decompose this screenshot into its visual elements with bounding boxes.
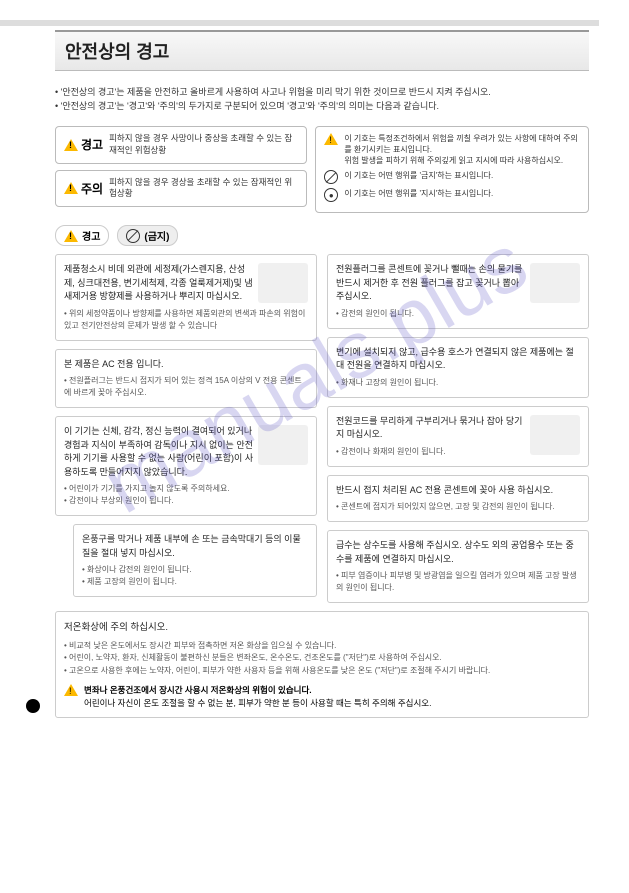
warning-box: 본 제품은 AC 전용 입니다. 전원플러그는 반드시 접지가 되어 있는 정격… xyxy=(55,349,317,409)
caution-definition: 주의 피하지 않을 경우 경상을 초래할 수 있는 잠재적인 위험상황 xyxy=(55,170,307,208)
warning-box: 급수는 상수도를 사용해 주십시오. 상수도 외의 공업용수 또는 중수를 제품… xyxy=(327,530,589,603)
warning-main: 본 제품은 AC 전용 입니다. xyxy=(64,358,308,372)
warning-sub: 피부 염증이나 피부병 및 방광염을 일으킬 염려가 있으며 제품 고장 발생의… xyxy=(336,570,580,594)
warning-sub: 제품 고장의 원인이 됩니다. xyxy=(82,576,308,588)
warning-sub: 화상이나 감전의 원인이 됩니다. xyxy=(82,564,308,576)
symbol-def: 위험 발생을 피하기 위해 주의깊게 읽고 지시에 따라 사용하십시오. xyxy=(344,156,563,165)
callout-text: 어린이나 자신이 온도 조절을 할 수 없는 분, 피부가 약한 분 등이 사용… xyxy=(84,698,432,708)
warning-sub: 위의 세정약품이나 방향제를 사용하면 제품외관의 변색과 파손의 위험이 있고… xyxy=(64,308,308,332)
right-column: 전원플러그를 콘센트에 꽂거나 뺄때는 손의 물기를 반드시 제거한 후 전원 … xyxy=(327,254,589,603)
warning-box: 온풍구를 막거나 제품 내부에 손 또는 금속막대기 등의 이물질을 절대 넣지… xyxy=(73,524,317,597)
full-warning-sub: 비교적 낮은 온도에서도 장시간 피부와 접촉하면 저온 화상을 입으실 수 있… xyxy=(64,640,580,653)
page-indicator-dot xyxy=(26,699,40,713)
symbol-def: 이 기호는 어떤 행위를 '지시'하는 표시입니다. xyxy=(344,188,493,199)
warning-main: 온풍구를 막거나 제품 내부에 손 또는 금속막대기 등의 이물질을 절대 넣지… xyxy=(82,533,308,560)
warning-box: 변기에 설치되지 않고, 급수용 호스가 연결되지 않은 제품에는 절대 전원을… xyxy=(327,337,589,398)
warning-main: 급수는 상수도를 사용해 주십시오. 상수도 외의 공업용수 또는 중수를 제품… xyxy=(336,539,580,566)
warning-sub: 전원플러그는 반드시 접지가 되어 있는 정격 15A 이상의 V 전용 콘센트… xyxy=(64,375,308,399)
cord-illustration xyxy=(530,415,580,455)
definitions-row: 경고 피하지 않을 경우 사망이나 중상을 초래할 수 있는 잠재적인 위험상황… xyxy=(55,126,589,214)
prohibit-icon xyxy=(126,229,140,243)
prohibit-badge: (금지) xyxy=(117,225,178,246)
warning-triangle-icon xyxy=(64,139,78,151)
full-warning-sub: 고온으로 사용한 후에는 노약자, 어린이, 피부가 약한 사용자 등을 위해 … xyxy=(64,665,580,678)
warning-triangle-icon xyxy=(324,133,338,145)
symbol-definitions: 이 기호는 특정조건하에서 위험을 끼칠 우려가 있는 사항에 대하여 주의를 … xyxy=(315,126,589,214)
plug-illustration xyxy=(530,263,580,303)
warning-sub: 감전이나 부상의 원인이 됩니다. xyxy=(64,495,308,507)
columns: 제품청소시 비데 외관에 세정제(가스렌지용, 산성제, 싱크대전용, 변기세척… xyxy=(55,254,589,603)
caution-def-text: 피하지 않을 경우 경상을 초래할 수 있는 잠재적인 위험상황 xyxy=(109,177,298,201)
warning-box: 제품청소시 비데 외관에 세정제(가스렌지용, 산성제, 싱크대전용, 변기세척… xyxy=(55,254,317,341)
intro-text: '안전상의 경고'는 제품을 안전하고 올바르게 사용하여 사고나 위험을 미리… xyxy=(55,85,589,114)
warning-main: 변기에 설치되지 않고, 급수용 호스가 연결되지 않은 제품에는 절대 전원을… xyxy=(336,346,580,373)
full-width-warning: 저온화상에 주의 하십시오. 비교적 낮은 온도에서도 장시간 피부와 접촉하면… xyxy=(55,611,589,718)
warning-def-text: 피하지 않을 경우 사망이나 중상을 초래할 수 있는 잠재적인 위험상황 xyxy=(109,133,298,157)
intro-line: '안전상의 경고'는 제품을 안전하고 올바르게 사용하여 사고나 위험을 미리… xyxy=(55,85,589,99)
caution-label: 주의 xyxy=(81,180,103,197)
warning-sub: 콘센트에 접지가 되어있지 않으면, 고장 및 감전의 원인이 됩니다. xyxy=(336,501,580,513)
instruction-icon: ● xyxy=(324,188,338,202)
warning-triangle-icon xyxy=(64,182,78,194)
intro-line: '안전상의 경고'는 '경고'와 '주의'의 두가지로 구분되어 있으며 '경고… xyxy=(55,99,589,113)
full-warning-main: 저온화상에 주의 하십시오. xyxy=(64,620,580,635)
warning-definition: 경고 피하지 않을 경우 사망이나 중상을 초래할 수 있는 잠재적인 위험상황 xyxy=(55,126,307,164)
warning-sub: 화재나 고장의 원인이 됩니다. xyxy=(336,377,580,389)
badge-row: 경고 (금지) xyxy=(55,225,589,246)
child-safety-illustration xyxy=(258,425,308,465)
prohibit-icon xyxy=(324,170,338,184)
callout-title: 변좌나 온풍건조에서 장시간 사용시 저온화상의 위험이 있습니다. xyxy=(84,685,312,695)
warning-box: 이 기기는 신체, 감각, 정신 능력이 결여되어 있거나 경험과 지식이 부족… xyxy=(55,416,317,516)
warning-main: 반드시 접지 처리된 AC 전용 콘센트에 꽂아 사용 하십시오. xyxy=(336,484,580,498)
symbol-def: 이 기호는 어떤 행위를 '금지'하는 표시입니다. xyxy=(344,170,493,181)
top-decoration-bar xyxy=(0,20,599,26)
left-column: 제품청소시 비데 외관에 세정제(가스렌지용, 산성제, 싱크대전용, 변기세척… xyxy=(55,254,317,603)
page-title: 안전상의 경고 xyxy=(65,38,579,64)
warning-triangle-icon xyxy=(64,684,78,696)
warning-triangle-icon xyxy=(64,230,78,242)
full-warning-sub: 어린이, 노약자, 환자, 신체활동이 불편하신 분들은 변좌온도, 온수온도,… xyxy=(64,652,580,665)
warning-sub: 어린이가 기기를 가지고 놀지 않도록 주의하세요. xyxy=(64,483,308,495)
warning-label: 경고 xyxy=(81,136,103,153)
title-bar: 안전상의 경고 xyxy=(55,30,589,71)
symbol-def: 이 기호는 특정조건하에서 위험을 끼칠 우려가 있는 사항에 대하여 주의를 … xyxy=(344,134,577,154)
warning-box: 전원코드를 무리하게 구부리거나 묶거나 잡아 당기지 마십시오. 감전이나 화… xyxy=(327,406,589,467)
cleaning-products-illustration xyxy=(258,263,308,303)
warning-sub: 감전의 원인이 됩니다. xyxy=(336,308,580,320)
warning-box: 전원플러그를 콘센트에 꽂거나 뺄때는 손의 물기를 반드시 제거한 후 전원 … xyxy=(327,254,589,329)
warning-box: 반드시 접지 처리된 AC 전용 콘센트에 꽂아 사용 하십시오. 콘센트에 접… xyxy=(327,475,589,523)
warning-badge: 경고 xyxy=(55,225,109,246)
